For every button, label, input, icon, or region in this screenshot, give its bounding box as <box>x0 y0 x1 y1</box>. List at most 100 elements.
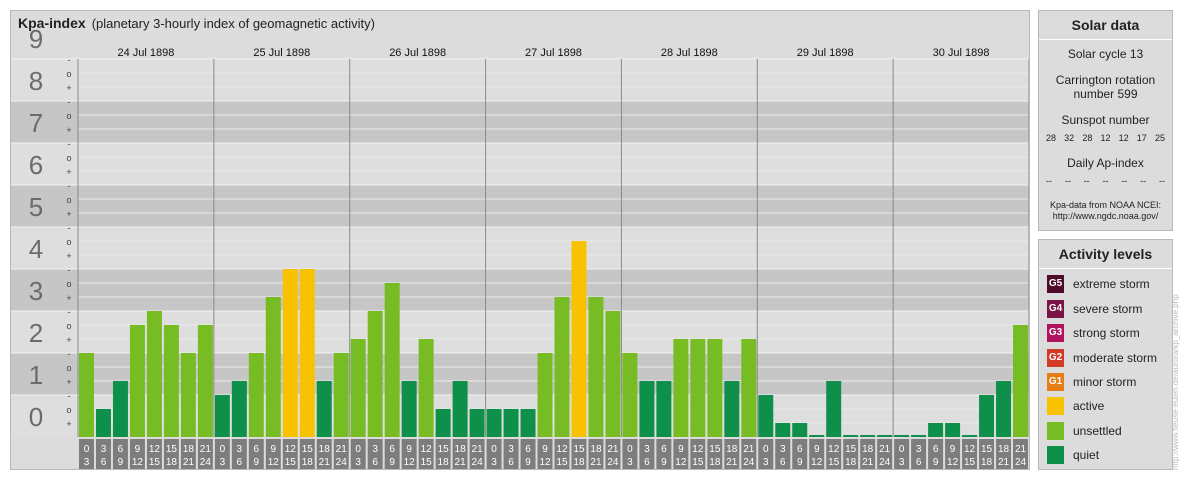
interval-start-label: 6 <box>525 444 531 455</box>
kp-bar <box>452 381 468 437</box>
kp-bar <box>299 269 315 437</box>
legend-item-extreme-storm: G5 extreme storm <box>1047 275 1150 293</box>
legend-swatch-quiet <box>1047 446 1064 464</box>
interval-cell <box>418 439 434 469</box>
kp-bar <box>928 423 944 437</box>
y-tick-label: 6 <box>29 150 43 180</box>
kp-bar <box>690 339 706 437</box>
interval-end-label: 18 <box>438 457 450 468</box>
ap-value: -- <box>1046 176 1052 186</box>
kp-bar <box>792 423 808 437</box>
source-line2: http://www.ngdc.noaa.gov/ <box>1052 211 1159 221</box>
kp-bar <box>571 240 587 437</box>
kp-bar <box>809 435 825 437</box>
y-minor-label: - <box>68 223 71 233</box>
interval-start-label: 12 <box>692 444 704 455</box>
y-minor-label: o <box>66 363 71 373</box>
interval-start-label: 15 <box>845 444 857 455</box>
interval-end-label: 12 <box>675 457 687 468</box>
kp-bar <box>996 381 1012 437</box>
interval-start-label: 9 <box>271 444 277 455</box>
interval-end-label: 12 <box>268 457 280 468</box>
interval-end-label: 9 <box>933 457 939 468</box>
interval-start-label: 15 <box>981 444 993 455</box>
ap-value: -- <box>1102 176 1109 186</box>
interval-end-label: 6 <box>237 457 243 468</box>
interval-cell <box>503 439 519 469</box>
source-line1: Kpa-data from NOAA NCEI: <box>1049 200 1162 210</box>
y-minor-label: + <box>66 83 71 93</box>
interval-end-label: 9 <box>797 457 803 468</box>
legend-label: extreme storm <box>1073 277 1150 291</box>
interval-end-label: 3 <box>491 457 497 468</box>
interval-end-label: 24 <box>879 457 891 468</box>
interval-start-label: 9 <box>406 444 412 455</box>
interval-end-label: 15 <box>692 457 704 468</box>
kp-bar <box>826 381 842 437</box>
interval-start-label: 6 <box>118 444 124 455</box>
interval-start-label: 0 <box>763 444 769 455</box>
kp-bar <box>418 339 434 437</box>
kp-bar <box>350 339 366 437</box>
interval-start-label: 9 <box>678 444 684 455</box>
kp-bar <box>1013 324 1028 437</box>
interval-start-label: 21 <box>743 444 755 455</box>
interval-start-label: 18 <box>319 444 331 455</box>
solar-cycle: Solar cycle 13 <box>1067 47 1144 61</box>
kp-bar <box>520 408 536 437</box>
interval-end-label: 12 <box>404 457 416 468</box>
interval-cell <box>163 439 179 469</box>
interval-end-label: 15 <box>149 457 161 468</box>
interval-end-label: 9 <box>118 457 124 468</box>
sunspot-value: 25 <box>1154 133 1165 143</box>
y-minor-label: - <box>68 97 71 107</box>
interval-start-label: 18 <box>455 444 467 455</box>
legend-item-moderate-storm: G2 moderate storm <box>1047 349 1157 367</box>
kp-bar <box>282 269 298 437</box>
kp-bar <box>95 408 111 437</box>
day-label: 30 Jul 1898 <box>933 47 990 59</box>
legend-swatch-active <box>1047 397 1064 415</box>
interval-cell <box>707 439 723 469</box>
kp-bar <box>622 353 638 437</box>
level-band <box>11 353 1029 395</box>
kp-bar <box>639 381 655 437</box>
interval-end-label: 18 <box>302 457 314 468</box>
y-tick-label: 0 <box>29 402 43 432</box>
legend-label: minor storm <box>1073 375 1137 389</box>
legend-item-severe-storm: G4 severe storm <box>1047 300 1142 318</box>
interval-start-label: 3 <box>916 444 922 455</box>
interval-end-label: 24 <box>336 457 348 468</box>
interval-end-label: 6 <box>780 457 786 468</box>
activity-levels-panel: Activity levels G5 extreme storm G4 seve… <box>1038 239 1173 470</box>
interval-start-label: 3 <box>237 444 243 455</box>
interval-end-label: 9 <box>389 457 395 468</box>
interval-end-label: 12 <box>947 457 959 468</box>
interval-cell <box>554 439 570 469</box>
ap-value: -- <box>1158 176 1165 186</box>
carrington-line2: number 599 <box>1073 87 1138 101</box>
interval-start-label: 15 <box>709 444 721 455</box>
y-minor-label: o <box>66 195 71 205</box>
interval-cell <box>826 439 842 469</box>
level-band <box>11 185 1029 227</box>
interval-start-label: 9 <box>950 444 956 455</box>
y-minor-label: + <box>66 377 71 387</box>
interval-end-label: 21 <box>183 457 195 468</box>
level-band <box>11 101 1029 143</box>
interval-end-label: 21 <box>590 457 602 468</box>
ap-value: -- <box>1064 176 1071 186</box>
legend-item-minor-storm: G1 minor storm <box>1047 373 1136 391</box>
interval-end-label: 21 <box>726 457 738 468</box>
kp-bar <box>860 435 876 437</box>
interval-start-label: 12 <box>828 444 840 455</box>
interval-end-label: 9 <box>525 457 531 468</box>
interval-start-label: 0 <box>899 444 905 455</box>
solar-data-title: Solar data <box>1039 11 1172 40</box>
legend-item-strong-storm: G3 strong storm <box>1047 324 1140 342</box>
interval-end-label: 3 <box>84 457 90 468</box>
interval-start-label: 3 <box>644 444 650 455</box>
interval-cell <box>265 439 281 469</box>
legend-badge-g1: G1 <box>1047 373 1064 391</box>
y-minor-label: o <box>66 279 71 289</box>
